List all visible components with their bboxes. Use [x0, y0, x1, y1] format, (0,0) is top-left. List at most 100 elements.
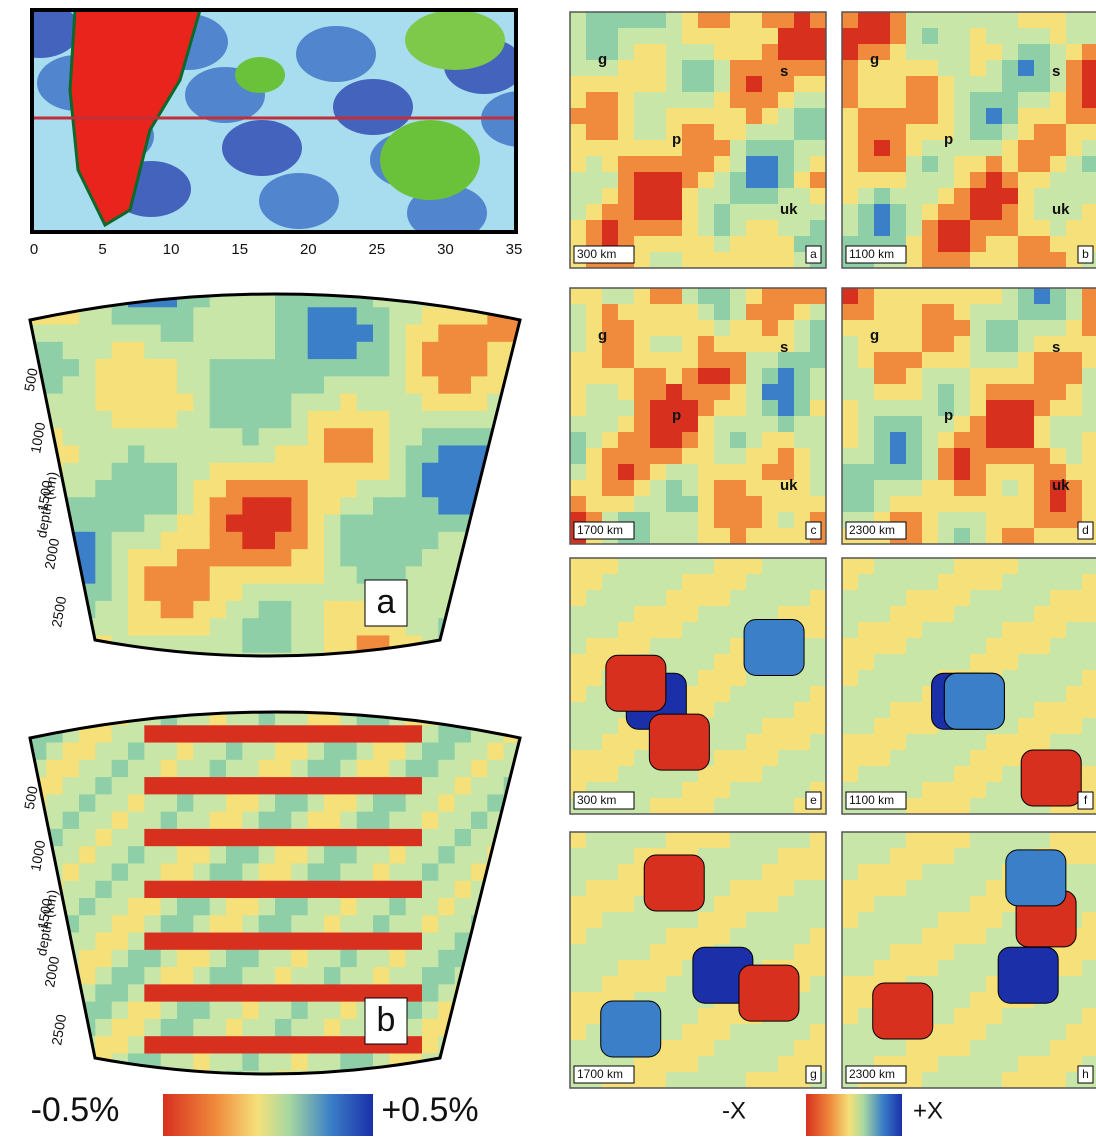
cell — [389, 324, 407, 343]
cell — [954, 864, 971, 881]
cell — [810, 558, 827, 575]
cell — [1002, 60, 1019, 77]
cell — [454, 1001, 472, 1020]
cell — [986, 124, 1003, 141]
cell — [291, 915, 309, 934]
cell — [714, 288, 731, 305]
cell — [177, 811, 194, 830]
cell — [1082, 496, 1096, 513]
cell — [746, 528, 763, 545]
cell — [634, 236, 651, 253]
depth-tick-label: 500 — [21, 785, 41, 811]
cell — [938, 384, 955, 401]
cell — [938, 44, 955, 61]
map-label: c — [811, 523, 817, 537]
cell — [650, 400, 667, 417]
cell — [666, 798, 683, 815]
cell — [1002, 220, 1019, 237]
cell — [389, 898, 407, 916]
cell — [890, 766, 907, 783]
cell — [906, 44, 923, 61]
cell — [762, 928, 779, 945]
cell — [1050, 400, 1067, 417]
cell — [746, 480, 763, 497]
cell — [730, 1072, 747, 1089]
cell — [193, 600, 211, 619]
cell — [177, 1036, 194, 1054]
cell — [650, 1072, 667, 1089]
cell — [1018, 384, 1035, 401]
cell — [111, 497, 129, 516]
cell — [128, 777, 145, 795]
cell — [487, 1036, 505, 1054]
cell — [438, 341, 456, 360]
cell — [422, 497, 439, 516]
cell — [79, 742, 96, 761]
cell — [389, 932, 407, 951]
cell — [1066, 480, 1083, 497]
cell — [602, 304, 619, 321]
cell — [1002, 512, 1019, 529]
cell — [890, 686, 907, 703]
cell — [209, 359, 227, 377]
cell — [471, 410, 488, 429]
cell — [438, 915, 456, 934]
cell — [650, 574, 667, 591]
cell — [906, 766, 923, 783]
cell — [714, 702, 731, 719]
cell — [698, 400, 715, 417]
cell — [258, 600, 276, 619]
cell — [1002, 496, 1019, 513]
cell — [438, 359, 456, 377]
cell — [111, 846, 129, 864]
cell — [1018, 368, 1035, 385]
cell — [1050, 718, 1067, 735]
cell — [438, 777, 456, 795]
cell — [858, 1008, 875, 1025]
cell — [874, 44, 891, 61]
cell — [275, 777, 292, 795]
cell — [422, 915, 439, 934]
cell — [1050, 416, 1067, 433]
cell — [389, 1070, 407, 1074]
cell — [373, 549, 390, 567]
cell — [698, 60, 715, 77]
cell — [794, 92, 811, 109]
cell — [698, 448, 715, 465]
cell — [307, 742, 325, 761]
cell — [618, 734, 635, 751]
cell — [422, 811, 439, 830]
cell — [1066, 992, 1083, 1009]
cell — [762, 416, 779, 433]
cell — [778, 236, 795, 253]
cell — [698, 1024, 715, 1041]
cell — [95, 1001, 113, 1020]
cell — [602, 320, 619, 337]
cell — [842, 124, 859, 141]
cell — [291, 445, 309, 464]
cell — [970, 1024, 987, 1041]
cell — [570, 1040, 587, 1057]
cell — [746, 686, 763, 703]
cell — [842, 92, 859, 109]
cell — [890, 896, 907, 913]
cell — [874, 416, 891, 433]
cell — [602, 976, 619, 993]
colorbar-max: +0.5% — [381, 1091, 478, 1129]
cell — [275, 445, 292, 464]
cell — [95, 514, 113, 533]
cell — [1082, 188, 1096, 205]
cell — [258, 915, 276, 934]
cell — [650, 12, 667, 29]
cell — [938, 304, 955, 321]
cell — [226, 828, 243, 847]
cell — [618, 220, 635, 237]
cell — [810, 496, 827, 513]
cell — [666, 76, 683, 93]
cell — [794, 944, 811, 961]
cell — [618, 336, 635, 353]
cell — [586, 188, 603, 205]
cell — [454, 742, 472, 761]
cell — [1066, 336, 1083, 353]
cell — [340, 600, 358, 619]
